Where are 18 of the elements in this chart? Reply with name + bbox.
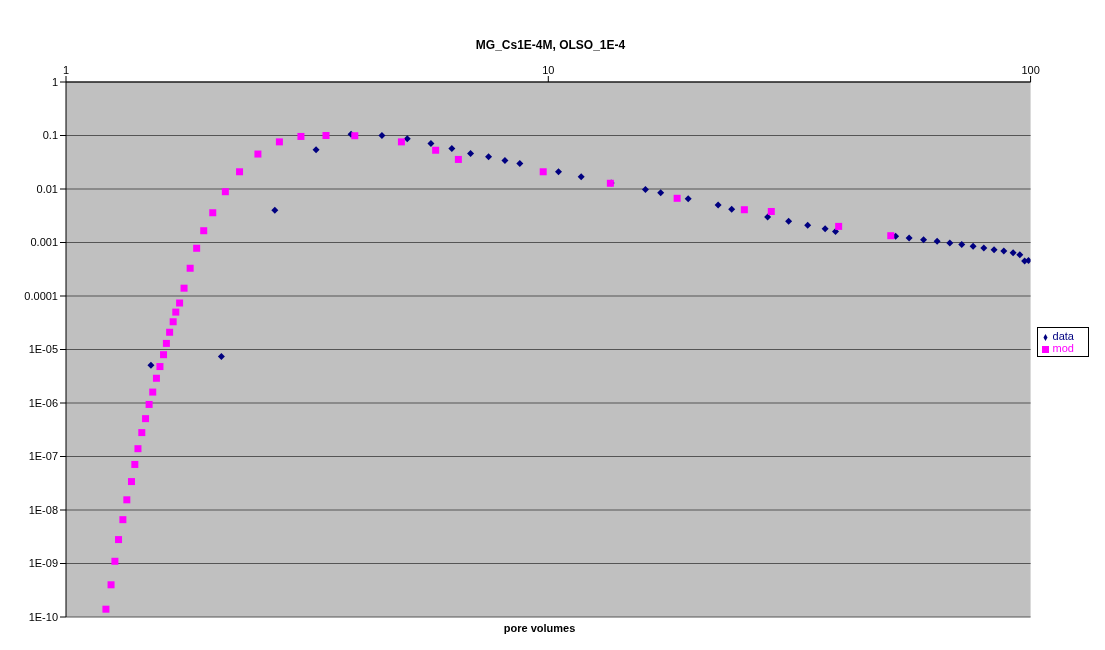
x-axis-title: pore volumes: [502, 622, 577, 634]
y-tick-label: 1E-06: [28, 396, 58, 409]
y-tick-label: 1E-07: [28, 450, 58, 463]
x-tick-label: 100: [1021, 64, 1040, 76]
y-tick-label: 1E-10: [28, 610, 58, 623]
x-tick-label: 1: [62, 64, 70, 76]
y-tick-label: 1E-09: [28, 557, 58, 570]
y-tick-label: 1E-08: [28, 503, 58, 516]
y-tick-label: 0.1: [42, 129, 58, 142]
legend-label: mod: [1052, 342, 1074, 354]
y-tick-label: 1: [51, 75, 58, 88]
x-tick-label: 10: [542, 64, 555, 76]
y-tick-label: 0.0001: [24, 289, 58, 302]
chart-title: MG_Cs1E-4M, OLSO_1E-4: [474, 37, 627, 54]
y-tick-label: 0.01: [36, 182, 58, 195]
y-tick-label: 0.001: [30, 236, 58, 249]
y-tick-label: 1E-05: [28, 343, 58, 356]
legend-label: data: [1052, 330, 1074, 342]
